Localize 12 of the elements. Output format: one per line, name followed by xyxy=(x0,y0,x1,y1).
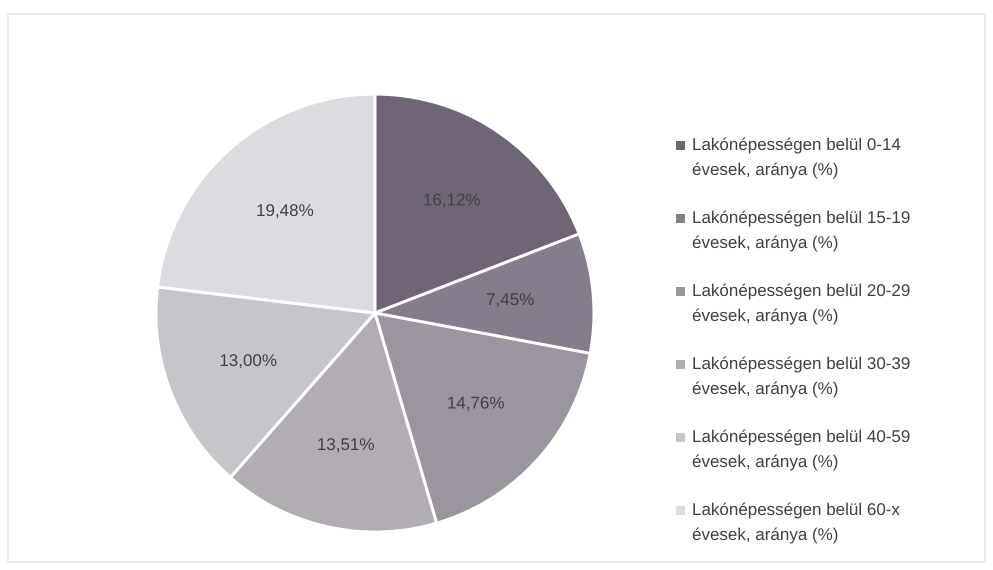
data-label: 7,45% xyxy=(486,290,534,310)
legend-label: Lakónépességen belül 0-14 évesek, aránya (%) xyxy=(692,135,901,179)
data-label: 13,51% xyxy=(316,435,374,454)
legend-label: Lakónépességen belül 15-19 évesek, aránya (%) xyxy=(692,208,910,252)
legend-label: Lakónépességen belül 40-59 évesek, aránya (%) xyxy=(692,427,910,471)
data-label: 16,12% xyxy=(422,190,481,210)
data-label: 14,76% xyxy=(446,394,505,413)
legend-label: Lakónépességen belül 20-29 évesek, aránya (%) xyxy=(692,281,910,325)
legend-label: Lakónépességen belül 30-39 évesek, aránya (%) xyxy=(692,354,910,398)
data-label: 13,00% xyxy=(219,350,278,370)
legend-label: Lakónépességen belül 60-x évesek, aránya (%) xyxy=(692,500,900,544)
data-label: 19,48% xyxy=(256,200,314,220)
